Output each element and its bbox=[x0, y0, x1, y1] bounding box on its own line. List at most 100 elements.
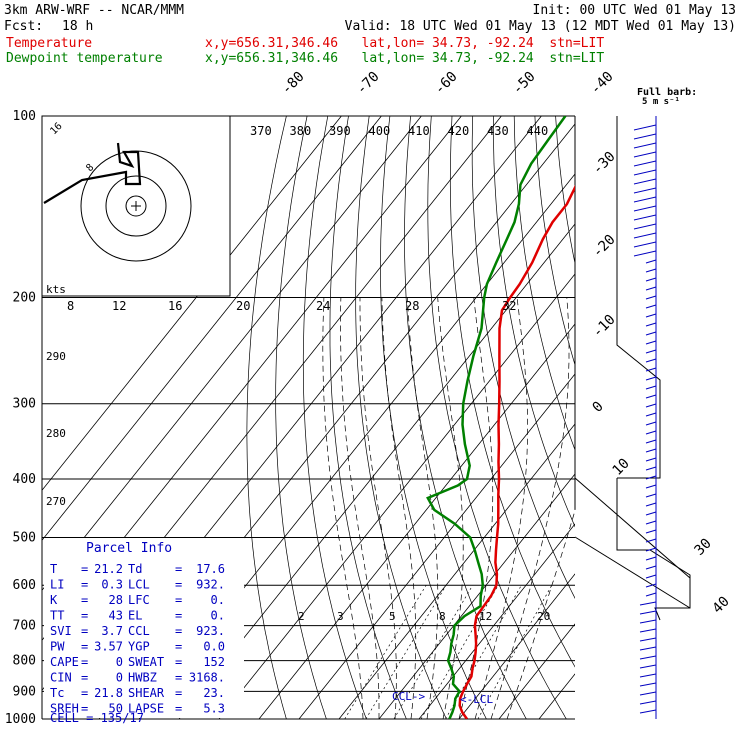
wind-barb bbox=[645, 466, 657, 471]
wind-barb bbox=[633, 142, 657, 149]
theta-label: 390 bbox=[329, 124, 351, 138]
wind-barb bbox=[633, 133, 657, 140]
parcel-info-cell: = bbox=[81, 562, 88, 576]
wind-barb bbox=[645, 565, 657, 570]
dewpoint-profile-line bbox=[426, 116, 567, 719]
wind-barb bbox=[645, 394, 657, 399]
hodograph-ring bbox=[105, 175, 167, 237]
valid-time: Valid: 18 UTC Wed 01 May 13 (12 MDT Wed … bbox=[344, 19, 736, 34]
isotherm-line bbox=[42, 116, 382, 541]
wind-barb bbox=[639, 628, 657, 633]
parcel-info-cell: 0.3 bbox=[101, 578, 123, 592]
wind-barb bbox=[639, 601, 657, 606]
dry-adiabat-line bbox=[404, 116, 527, 719]
theta-label: 270 bbox=[46, 495, 66, 508]
isotherm-line bbox=[538, 673, 575, 719]
pressure-label: 700 bbox=[13, 619, 36, 634]
parcel-info-cell: PW bbox=[50, 640, 65, 654]
wind-barb bbox=[645, 457, 657, 462]
parcel-info-cell: YGP bbox=[128, 640, 150, 654]
parcel-info-cell: = bbox=[81, 624, 88, 638]
moist-adiabat-line bbox=[359, 297, 397, 719]
isotherm-label: -10 bbox=[590, 312, 619, 341]
moist-adiabat-line bbox=[474, 297, 528, 719]
wind-barb bbox=[645, 493, 657, 498]
init-time: Init: 00 UTC Wed 01 May 13 bbox=[532, 3, 737, 18]
pressure-label: 1000 bbox=[5, 712, 36, 727]
parcel-info-cell: SWEAT bbox=[128, 655, 164, 669]
temperature-legend: Temperature bbox=[6, 36, 93, 51]
parcel-info-cell: Tc bbox=[50, 686, 64, 700]
parcel-info-cell: = bbox=[81, 702, 88, 716]
wind-barb bbox=[639, 610, 657, 615]
parcel-info-cell: = bbox=[175, 578, 182, 592]
parcel-info-cell: CCL bbox=[128, 624, 150, 638]
wind-barb bbox=[645, 286, 657, 291]
parcel-info-cell: 0. bbox=[211, 609, 225, 623]
dry-adiabat-line bbox=[329, 116, 407, 719]
wind-barb bbox=[645, 538, 657, 543]
wind-barb bbox=[639, 700, 657, 705]
mixing-ratio-label: 12 bbox=[479, 610, 492, 623]
isotherm-label: 40 bbox=[710, 594, 733, 617]
wind-speed-scale-label: 32 bbox=[502, 299, 516, 313]
parcel-info-cell: LCL bbox=[128, 578, 150, 592]
dry-adiabat-line bbox=[493, 116, 575, 528]
parcel-info-cell: 17.6 bbox=[196, 562, 225, 576]
isotherm-label: -70 bbox=[354, 69, 383, 98]
parcel-info-cell: 23. bbox=[203, 686, 225, 700]
wind-barb bbox=[633, 214, 657, 221]
parcel-info-cell: = bbox=[175, 562, 182, 576]
wind-barb bbox=[645, 583, 657, 588]
wind-barb bbox=[639, 637, 657, 642]
theta-label: 440 bbox=[527, 124, 549, 138]
wind-barb bbox=[633, 241, 657, 248]
wind-speed-scale-label: 16 bbox=[168, 299, 182, 313]
wind-barb bbox=[633, 232, 657, 239]
wind-barb bbox=[633, 205, 657, 212]
wind-barb bbox=[639, 655, 657, 660]
parcel-info-cell: 3168. bbox=[189, 671, 225, 685]
wind-speed-scale-label: 12 bbox=[112, 299, 126, 313]
wind-barb bbox=[645, 502, 657, 507]
wind-barb bbox=[639, 673, 657, 678]
wind-barb bbox=[645, 520, 657, 525]
wind-barb bbox=[645, 331, 657, 336]
wind-barb bbox=[645, 295, 657, 300]
mixing-ratio-label: 20 bbox=[537, 610, 550, 623]
theta-label: 400 bbox=[369, 124, 391, 138]
pressure-label: 600 bbox=[13, 578, 36, 593]
barb-column-border bbox=[616, 116, 691, 621]
wind-barb bbox=[633, 187, 657, 194]
lcl-marker-label: <-LCL bbox=[460, 693, 493, 706]
parcel-info-cell: CAPE bbox=[50, 655, 79, 669]
pressure-label: 400 bbox=[13, 472, 36, 487]
parcel-info-cell: = bbox=[81, 609, 88, 623]
parcel-info-cell: 28 bbox=[109, 593, 123, 607]
isotherm-label: 10 bbox=[610, 456, 633, 479]
wind-barb bbox=[645, 556, 657, 561]
wind-barb bbox=[645, 421, 657, 426]
mixing-ratio-label: 8 bbox=[439, 610, 446, 623]
parcel-info-cell: = bbox=[175, 593, 182, 607]
theta-label: 410 bbox=[408, 124, 430, 138]
dry-adiabat-line bbox=[701, 116, 740, 732]
isotherm-line bbox=[218, 273, 575, 719]
parcel-info-cell: 932. bbox=[196, 578, 225, 592]
wind-barb bbox=[645, 367, 657, 372]
isotherm-extension bbox=[574, 477, 691, 579]
dry-adiabat-line bbox=[680, 116, 740, 732]
parcel-info-cell: SVI bbox=[50, 624, 72, 638]
wind-barb bbox=[645, 340, 657, 345]
wind-barb bbox=[645, 376, 657, 381]
pressure-label: 200 bbox=[13, 291, 36, 306]
parcel-info-cell: = bbox=[175, 702, 182, 716]
isotherm-label: 0 bbox=[590, 399, 607, 416]
mixing-ratio-line bbox=[420, 585, 499, 719]
wind-barb bbox=[633, 124, 657, 131]
dry-adiabat-line bbox=[427, 116, 567, 719]
isotherm-extension bbox=[574, 536, 691, 609]
isotherm-label: 30 bbox=[692, 536, 715, 559]
